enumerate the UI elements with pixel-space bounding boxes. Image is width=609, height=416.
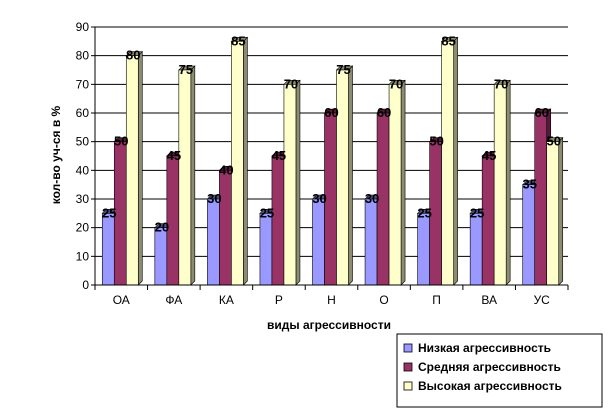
bar: [101, 213, 115, 286]
data-label: 40: [219, 162, 233, 177]
bar: [481, 155, 495, 286]
bar-side: [453, 36, 458, 286]
bar-side: [505, 79, 511, 286]
data-label: 45: [167, 148, 181, 163]
bar: [154, 227, 168, 286]
data-label: 35: [522, 177, 536, 192]
bar-side: [243, 36, 248, 286]
bar: [219, 170, 232, 286]
bar: [522, 184, 536, 286]
data-label: 75: [336, 62, 350, 77]
data-label: 70: [389, 76, 403, 91]
data-label: 60: [324, 105, 338, 120]
data-label: 25: [470, 205, 484, 220]
legend-box: [396, 333, 603, 408]
bar-side: [348, 65, 353, 286]
data-label: 30: [312, 191, 326, 206]
bar-side: [190, 65, 196, 286]
y-tick-label: 20: [76, 221, 90, 235]
bar: [534, 112, 548, 286]
bar-side: [558, 136, 564, 286]
data-label: 60: [534, 105, 548, 120]
y-tick-labels: 0 10 20 30 40 50 60 70 80 90: [76, 20, 90, 292]
bar: [283, 84, 297, 286]
bar: [546, 141, 560, 286]
data-label: 70: [284, 76, 298, 91]
data-label: 85: [231, 33, 245, 48]
legend-label: Высокая агрессивность: [418, 379, 562, 393]
y-tick-label: 0: [82, 278, 89, 292]
x-tick-label: ВА: [481, 293, 497, 307]
y-tick-label: 80: [76, 49, 90, 63]
bar: [312, 198, 325, 286]
legend-swatch: [403, 343, 413, 353]
data-label: 45: [482, 148, 496, 163]
x-tick-label: УС: [534, 293, 551, 307]
data-label: 30: [365, 191, 379, 206]
bar: [493, 84, 507, 286]
data-label: 75: [179, 62, 193, 77]
x-axis-title: виды агрессивности: [267, 318, 391, 332]
data-label: 80: [126, 48, 140, 63]
x-tick-label: П: [432, 293, 441, 307]
bar: [207, 198, 220, 286]
data-label: 50: [546, 134, 560, 149]
bar-side: [295, 79, 301, 286]
bar: [417, 213, 430, 286]
bar-side: [400, 79, 406, 286]
bar: [271, 155, 285, 286]
data-label: 70: [494, 76, 508, 91]
bar: [259, 213, 273, 286]
legend-label: Низкая агрессивность: [418, 341, 551, 355]
bar: [125, 55, 139, 286]
y-tick-label: 60: [76, 106, 90, 120]
data-label: 25: [260, 205, 274, 220]
legend-swatch: [403, 362, 413, 372]
data-label: 25: [417, 205, 431, 220]
bar-side: [137, 50, 143, 286]
x-tick-label: Р: [275, 293, 283, 307]
bars: [101, 36, 564, 286]
legend-label: Средняя агрессивность: [418, 360, 561, 374]
data-label: 85: [441, 33, 455, 48]
x-tick-labels: ОА ФА КА Р Н О П ВА УС: [113, 293, 550, 307]
data-label: 60: [377, 105, 391, 120]
data-label: 25: [102, 205, 116, 220]
bar: [441, 41, 454, 286]
data-label: 45: [272, 148, 286, 163]
x-tick-label: ФА: [165, 293, 182, 307]
x-tick-label: ОА: [113, 293, 130, 307]
bar: [336, 69, 349, 286]
data-label: 50: [114, 134, 128, 149]
x-tick-label: Н: [327, 293, 336, 307]
data-label: 30: [207, 191, 221, 206]
bar: [469, 213, 483, 286]
axes: [91, 26, 569, 290]
y-tick-label: 90: [76, 20, 90, 34]
y-tick-label: 70: [76, 77, 90, 91]
y-axis-title: кол-во уч-ся в %: [49, 105, 63, 204]
data-label: 20: [155, 220, 169, 235]
legend: Низкая агрессивность Средняя агрессивност…: [396, 333, 603, 408]
x-tick-label: О: [379, 293, 388, 307]
bar: [178, 69, 192, 286]
y-tick-label: 30: [76, 192, 90, 206]
y-tick-label: 10: [76, 249, 90, 263]
data-label: 50: [429, 134, 443, 149]
y-tick-label: 50: [76, 135, 90, 149]
y-tick-label: 40: [76, 163, 90, 177]
bar: [364, 198, 378, 286]
x-tick-label: КА: [219, 293, 234, 307]
legend-swatch: [403, 381, 413, 391]
data-labels: 25 50 80 20 45 75 30 40 85 25 45 70 30 60 75 30 60 70 25 50…: [102, 33, 561, 234]
